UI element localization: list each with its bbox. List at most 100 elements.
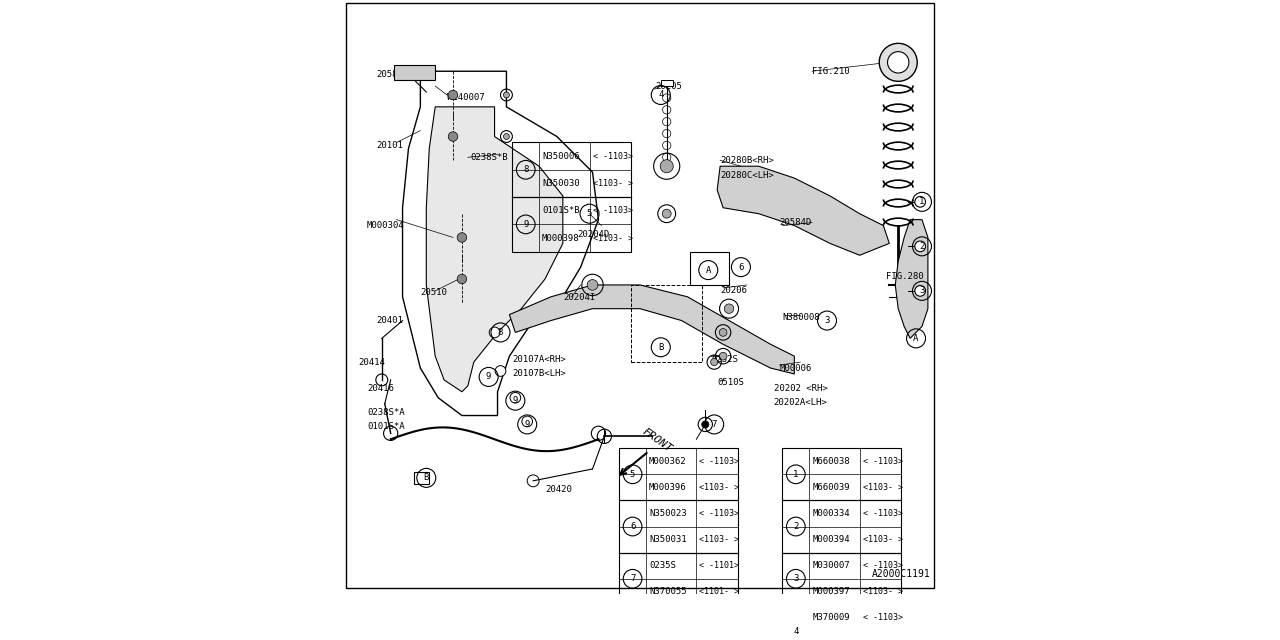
Text: 20206: 20206 [721,286,748,296]
Text: <1101- >: <1101- > [699,588,740,596]
Text: < -1103>: < -1103> [699,457,740,466]
Text: N350030: N350030 [541,179,580,188]
Text: 20204D: 20204D [577,230,611,239]
Text: N350023: N350023 [649,509,686,518]
Text: N370055: N370055 [649,588,686,596]
Text: M000334: M000334 [812,509,850,518]
Text: 5: 5 [630,470,635,479]
Text: <1103- >: <1103- > [863,588,902,596]
Text: < -1103>: < -1103> [863,509,902,518]
Text: 3: 3 [794,574,799,583]
Text: M370009: M370009 [812,614,850,623]
Text: M000397: M000397 [812,588,850,596]
Circle shape [503,134,509,140]
Text: 20202A<LH>: 20202A<LH> [773,398,827,407]
Bar [394,65,435,80]
Text: A: A [914,334,919,343]
Circle shape [457,275,467,284]
Text: 2: 2 [794,522,799,531]
Text: < -1101>: < -1101> [699,561,740,570]
Text: < -1103>: < -1103> [593,152,632,161]
Text: 8: 8 [498,328,503,337]
Text: 0238S*A: 0238S*A [367,408,404,417]
Text: 20416: 20416 [367,384,394,394]
Circle shape [915,285,925,296]
Text: N350006: N350006 [541,152,580,161]
Text: B: B [424,474,429,483]
Text: <1103- >: <1103- > [593,179,632,188]
Text: 20584D: 20584D [780,218,812,227]
Text: < -1103>: < -1103> [593,206,632,215]
Text: 1: 1 [794,470,799,479]
Text: 20583: 20583 [376,70,403,79]
Text: 0238S*B: 0238S*B [471,153,508,162]
Text: M000398: M000398 [541,234,580,243]
Text: 0101S*B: 0101S*B [541,206,580,215]
Bar [690,252,730,285]
Text: 0510S: 0510S [717,378,744,387]
Circle shape [660,160,673,173]
Text: N350031: N350031 [649,535,686,544]
Text: 9: 9 [524,220,529,229]
Text: 9: 9 [513,396,518,405]
Circle shape [710,358,718,365]
Circle shape [915,241,925,252]
Text: 20510: 20510 [420,287,447,296]
Text: 9: 9 [525,420,530,429]
Circle shape [724,304,733,314]
Circle shape [489,327,500,338]
Polygon shape [426,107,563,392]
Text: 3: 3 [919,286,924,296]
Text: FIG.280: FIG.280 [886,271,924,280]
Text: 20414: 20414 [358,358,385,367]
Text: M030007: M030007 [812,561,850,570]
Text: 20107A<RH>: 20107A<RH> [512,355,566,364]
Text: < -1103>: < -1103> [699,509,740,518]
Text: 6: 6 [739,262,744,271]
Circle shape [701,421,709,428]
Text: 0101S*A: 0101S*A [367,422,404,431]
Text: N380008: N380008 [782,313,820,322]
Text: 20280B<RH>: 20280B<RH> [721,156,774,164]
Text: A2000C1191: A2000C1191 [872,569,931,579]
Text: 5: 5 [586,209,593,218]
Text: <1103- >: <1103- > [699,535,740,544]
Circle shape [719,328,727,336]
Text: 20420: 20420 [545,485,572,494]
Bar [512,143,631,252]
Text: M000394: M000394 [812,535,850,544]
Circle shape [662,209,671,218]
Text: FRONT: FRONT [640,427,673,454]
Text: W140007: W140007 [447,93,485,102]
Circle shape [915,196,925,207]
Text: 20280C<LH>: 20280C<LH> [721,171,774,180]
Text: M000362: M000362 [649,457,686,466]
Text: 9: 9 [486,372,492,381]
Text: < -1103>: < -1103> [863,614,902,623]
Circle shape [588,280,598,291]
Polygon shape [895,220,928,339]
Text: 7: 7 [712,420,717,429]
Circle shape [887,52,909,73]
Bar [660,80,673,86]
Polygon shape [509,285,795,374]
Polygon shape [717,166,890,255]
Circle shape [719,352,727,360]
Text: 1: 1 [919,197,924,206]
Circle shape [879,44,918,81]
Text: M660039: M660039 [812,483,850,492]
Text: 0232S: 0232S [712,355,739,364]
Circle shape [495,365,506,376]
Text: 20202 <RH>: 20202 <RH> [773,384,827,394]
Bar [631,285,703,362]
Text: 0235S: 0235S [649,561,676,570]
Bar [782,448,901,640]
Text: A: A [705,266,710,275]
Circle shape [509,392,521,403]
Text: 3: 3 [824,316,829,325]
Text: 20204I: 20204I [563,294,595,303]
Text: M660038: M660038 [812,457,850,466]
Text: M00006: M00006 [780,364,812,372]
Text: M000304: M000304 [367,221,404,230]
Text: 20401: 20401 [376,316,403,325]
